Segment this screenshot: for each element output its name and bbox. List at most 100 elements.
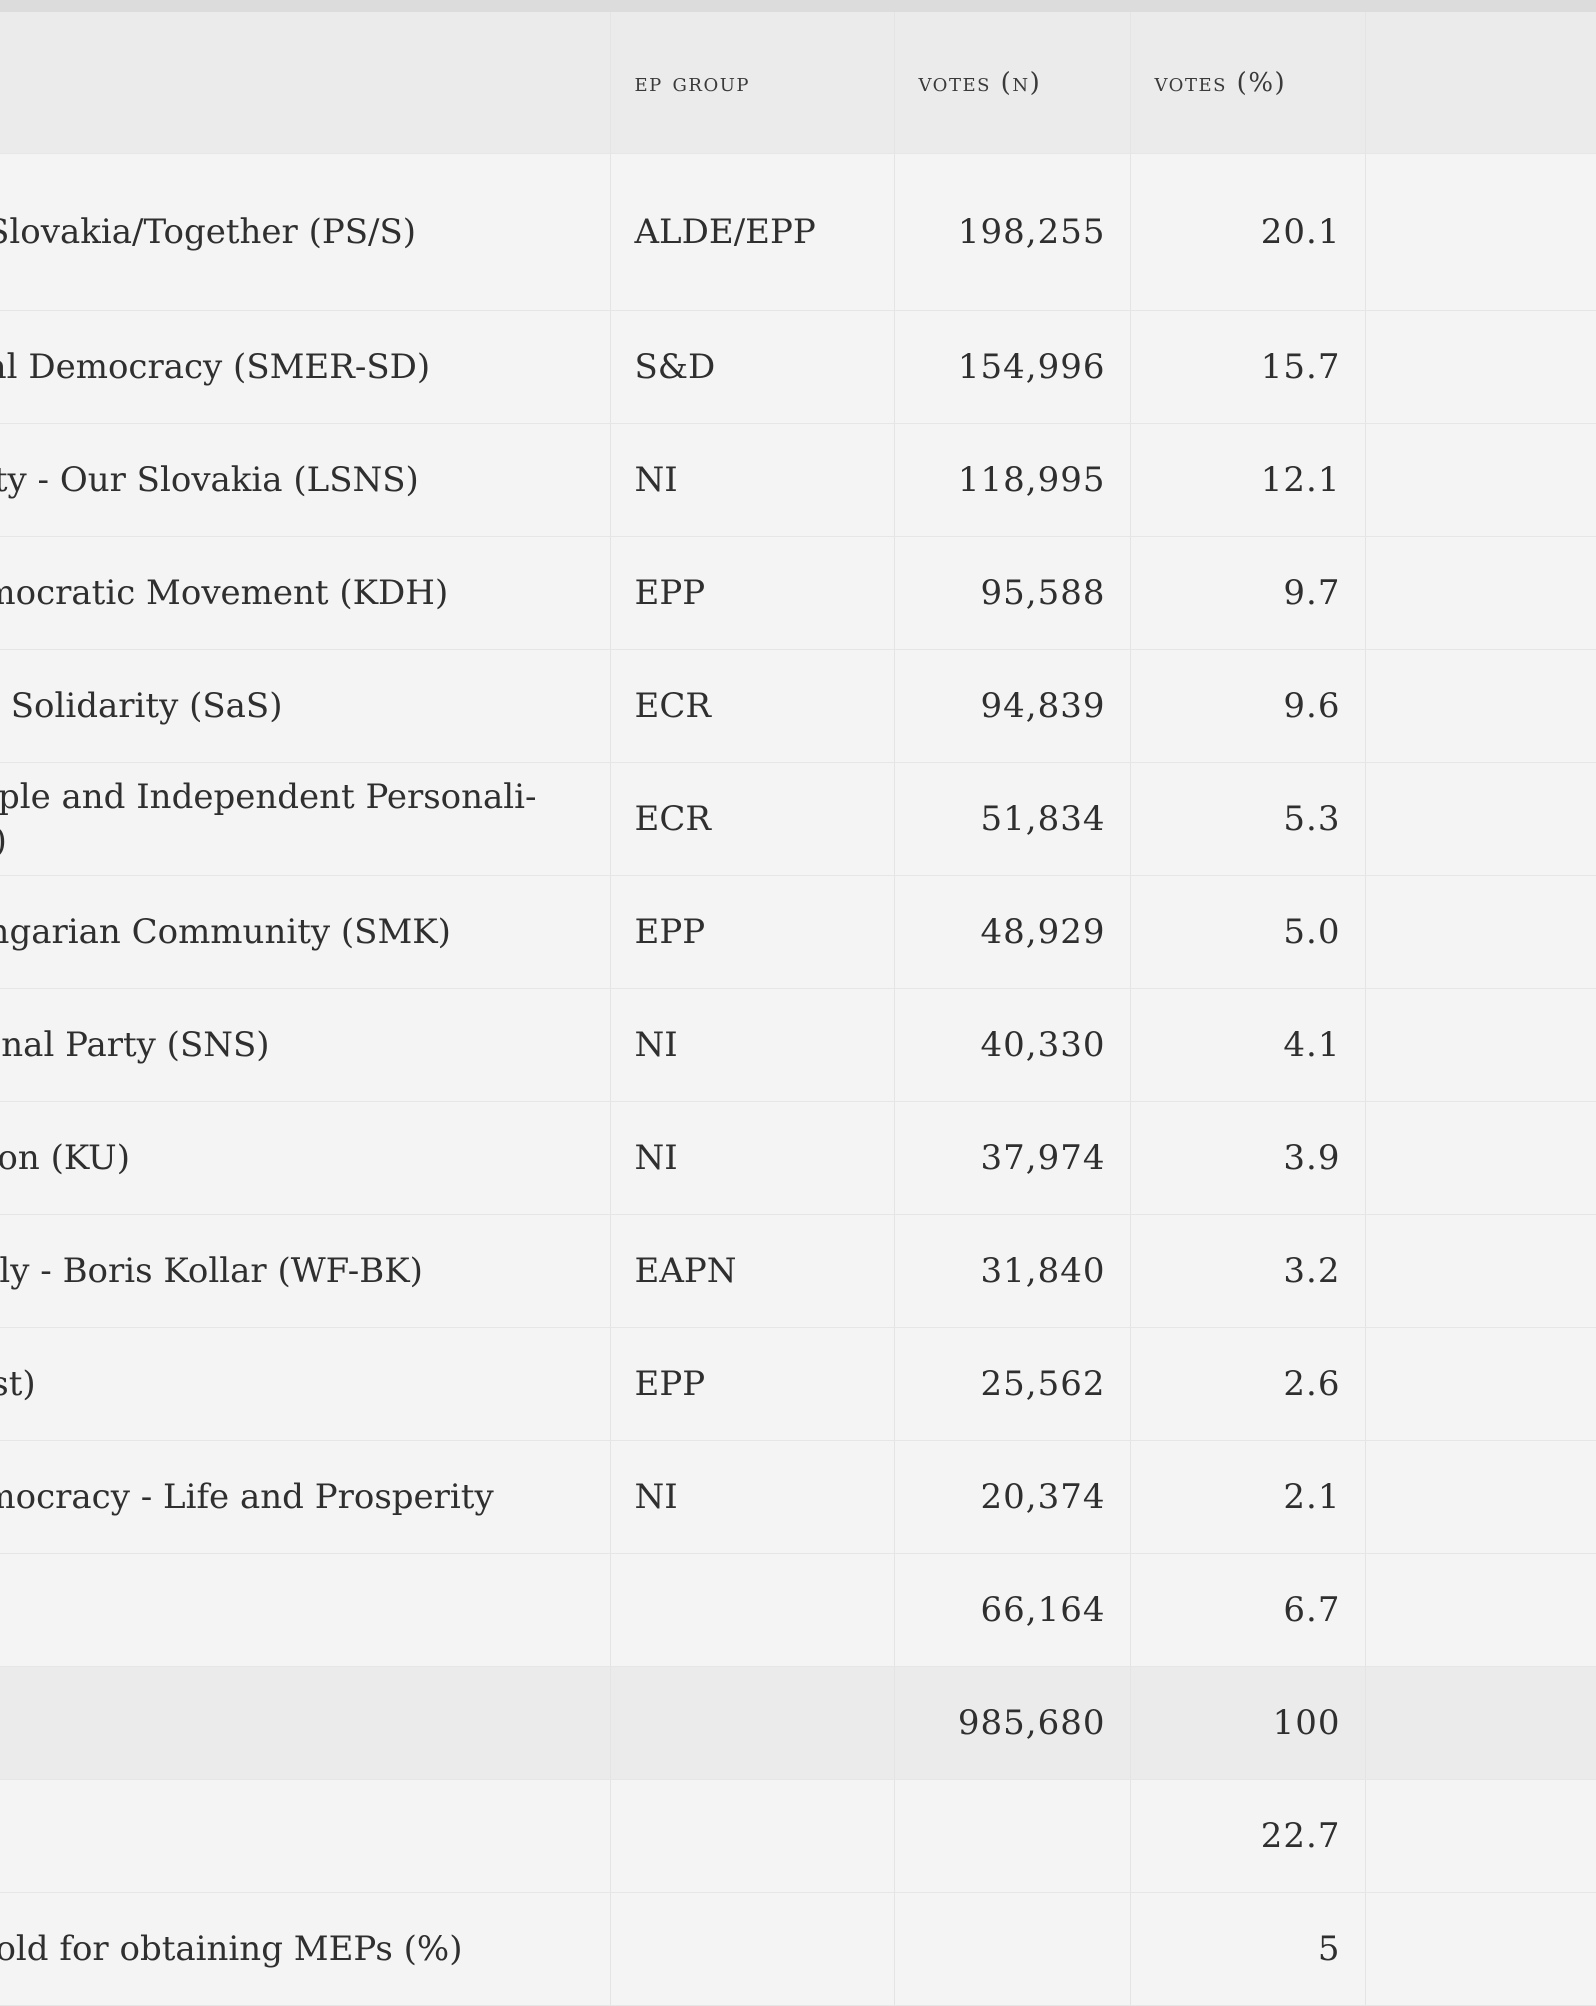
extra-cell [1365,153,1596,311]
ep-group-cell: EPP [610,536,895,650]
votes-pct-cell: 9.6 [1130,649,1366,763]
party-name: and Solidarity (SaS) [0,686,283,726]
votes-n-cell [894,1779,1131,1893]
party-name: ocial Democracy (SMER-SD) [0,347,431,387]
votes-pct-cell: 6.7 [1130,1553,1366,1667]
party-cell [0,1553,611,1667]
party-cell: (%) [0,1779,611,1893]
ep-group-cell: S&D [610,310,895,424]
table-header: EP GROUP VOTES (N) VOTES (%) [0,12,1596,154]
party-cell: ocial Democracy (SMER-SD) [0,310,611,424]
party-name: ve Slovakia/Together (PS/S) [0,212,417,252]
extra-cell [1365,1214,1596,1328]
extra-cell [1365,649,1596,763]
votes-n-cell: 154,996 [894,310,1131,424]
votes-pct-cell: 15.7 [1130,310,1366,424]
party-name: (%) [0,1814,609,1858]
extra-cell [1365,310,1596,424]
table-row: eshold for obtaining MEPs (%) 5 [0,1892,1596,2006]
ep-group-cell [610,1779,895,1893]
party-name: Democratic Movement (KDH) [0,573,449,613]
party-cell: ve Slovakia/Together (PS/S) [0,153,611,311]
extra-cell [1365,1892,1596,2006]
party-cell: Democratic Movement (KDH) [0,536,611,650]
votes-n-cell: 198,255 [894,153,1131,311]
header-extra [1365,12,1596,154]
table-row: Democracy - Life and Prosperity NI20,3742… [0,1440,1596,1554]
votes-n-cell: 985,680 [894,1666,1131,1780]
party-name: eshold for obtaining MEPs (%) [0,1929,463,1969]
party-name: People and Independent Personali-NO) [0,777,537,861]
party-cell: amily - Boris Kollar (WF-BK) [0,1214,611,1328]
header-party [0,12,611,154]
party-name: Most) [0,1364,36,1404]
extra-cell [1365,1327,1596,1441]
party-cell: Party - Our Slovakia (LSNS) [0,423,611,537]
extra-cell [1365,875,1596,989]
table-row: 66,164 6.7 [0,1553,1596,1667]
votes-n-cell: 95,588 [894,536,1131,650]
extra-cell [1365,1101,1596,1215]
votes-n-cell: 31,840 [894,1214,1131,1328]
ep-group-cell: EPP [610,1327,895,1441]
votes-n-cell: 48,929 [894,875,1131,989]
votes-pct-cell: 12.1 [1130,423,1366,537]
party-name: Democracy - Life and Prosperity [0,1477,494,1517]
party-cell: People and Independent Personali-NO) [0,762,611,876]
election-results-table: EP GROUP VOTES (N) VOTES (%) ve Slovakia… [0,12,1596,2006]
party-cell: Hungarian Community (SMK) [0,875,611,989]
votes-n-cell: 37,974 [894,1101,1131,1215]
votes-pct-cell: 3.2 [1130,1214,1366,1328]
table-row: 985,680 100 [0,1666,1596,1780]
ep-group-cell: ECR [610,649,895,763]
extra-cell [1365,1440,1596,1554]
party-cell [0,1666,611,1780]
ep-group-cell [610,1553,895,1667]
votes-pct-cell: 3.9 [1130,1101,1366,1215]
header-votes-n: VOTES (N) [894,12,1131,154]
ep-group-cell: NI [610,988,895,1102]
votes-n-cell: 66,164 [894,1553,1131,1667]
votes-pct-cell: 5.0 [1130,875,1366,989]
votes-pct-cell: 20.1 [1130,153,1366,311]
party-cell: eshold for obtaining MEPs (%) [0,1892,611,2006]
ep-group-cell [610,1892,895,2006]
ep-group-cell: NI [610,1101,895,1215]
votes-n-cell: 20,374 [894,1440,1131,1554]
extra-cell [1365,762,1596,876]
votes-n-cell: 25,562 [894,1327,1131,1441]
table-row: ve Slovakia/Together (PS/S) ALDE/EPP198,2… [0,153,1596,311]
extra-cell [1365,988,1596,1102]
votes-pct-cell: 4.1 [1130,988,1366,1102]
votes-n-cell: 51,834 [894,762,1131,876]
extra-cell [1365,1666,1596,1780]
extra-cell [1365,1553,1596,1667]
extra-cell [1365,1779,1596,1893]
party-cell: Democracy - Life and Prosperity [0,1440,611,1554]
votes-n-cell: 94,839 [894,649,1131,763]
table-row: (%) 22.7 [0,1779,1596,1893]
votes-pct-cell: 2.6 [1130,1327,1366,1441]
header-votes-pct: VOTES (%) [1130,12,1366,154]
votes-pct-cell: 5 [1130,1892,1366,2006]
party-name: amily - Boris Kollar (WF-BK) [0,1251,423,1291]
top-strip [0,0,1596,12]
votes-pct-cell: 9.7 [1130,536,1366,650]
votes-n-cell: 40,330 [894,988,1131,1102]
party-cell: ational Party (SNS) [0,988,611,1102]
votes-n-cell [894,1892,1131,2006]
party-name: Party - Our Slovakia (LSNS) [0,460,419,500]
votes-pct-cell: 2.1 [1130,1440,1366,1554]
extra-cell [1365,423,1596,537]
table-row: People and Independent Personali-NO)ECR5… [0,762,1596,876]
ep-group-cell: EPP [610,875,895,989]
votes-pct-cell: 22.7 [1130,1779,1366,1893]
ep-group-cell: NI [610,1440,895,1554]
